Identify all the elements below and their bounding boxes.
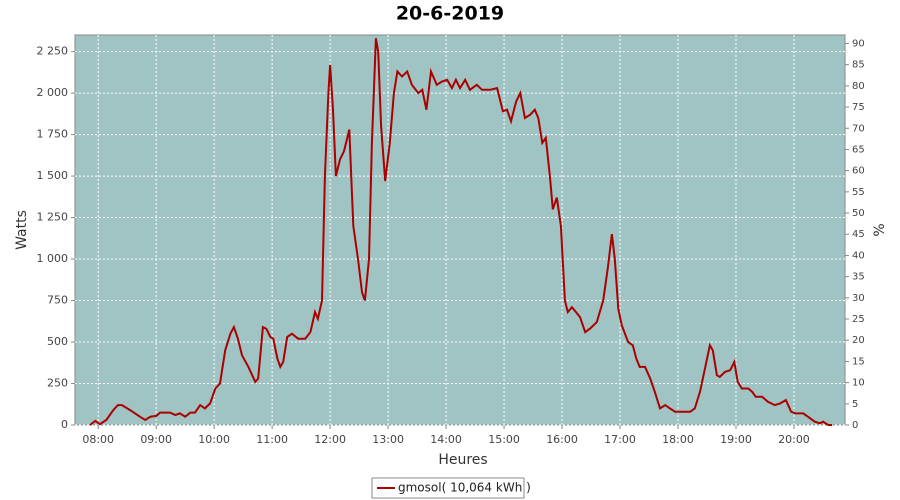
y2-tick-label: 90 bbox=[852, 38, 865, 49]
y-tick-label: 0 bbox=[61, 418, 68, 431]
y2-tick-label: 80 bbox=[852, 81, 865, 92]
x-tick-label: 09:00 bbox=[140, 433, 172, 446]
y2-tick-label: 25 bbox=[852, 314, 865, 325]
y-tick-label: 1 250 bbox=[37, 211, 69, 224]
y2-tick-label: 10 bbox=[852, 378, 865, 389]
y2-tick-label: 70 bbox=[852, 123, 865, 134]
x-tick-label: 13:00 bbox=[372, 433, 404, 446]
chart-title: 20-6-2019 bbox=[396, 3, 504, 25]
x-tick-label: 16:00 bbox=[546, 433, 578, 446]
y2-tick-label: 85 bbox=[852, 60, 865, 71]
y2-tick-label: 40 bbox=[852, 250, 865, 261]
y2-tick-label: 15 bbox=[852, 356, 865, 367]
x-tick-label: 15:00 bbox=[488, 433, 520, 446]
x-tick-label: 10:00 bbox=[198, 433, 230, 446]
y2-axis-title: % bbox=[872, 223, 888, 236]
y2-tick-label: 65 bbox=[852, 144, 865, 155]
y-axis-title: Watts bbox=[14, 210, 30, 250]
plot-area bbox=[74, 34, 846, 426]
y2-tick-label: 75 bbox=[852, 102, 865, 113]
y2-tick-label: 5 bbox=[852, 399, 858, 410]
y-tick-label: 250 bbox=[47, 377, 68, 390]
y-tick-label: 2 250 bbox=[37, 45, 69, 58]
y2-tick-label: 45 bbox=[852, 229, 865, 240]
x-axis-title: Heures bbox=[438, 452, 487, 468]
legend-box bbox=[371, 477, 525, 499]
x-tick-label: 18:00 bbox=[662, 433, 694, 446]
y-tick-label: 500 bbox=[47, 335, 68, 348]
data-line bbox=[89, 38, 833, 426]
x-tick-label: 14:00 bbox=[430, 433, 462, 446]
y2-tick-label: 30 bbox=[852, 293, 865, 304]
y-tick-label: 2 000 bbox=[37, 86, 69, 99]
x-tick-label: 11:00 bbox=[256, 433, 288, 446]
y2-tick-label: 20 bbox=[852, 335, 865, 346]
y-tick-label: 1 500 bbox=[37, 169, 69, 182]
y2-tick-label: 35 bbox=[852, 272, 865, 283]
y2-tick-label: 60 bbox=[852, 166, 865, 177]
y-tick-label: 750 bbox=[47, 294, 68, 307]
y2-tick-label: 0 bbox=[852, 420, 858, 431]
y-tick-label: 1 750 bbox=[37, 128, 69, 141]
y-tick-label: 1 000 bbox=[37, 252, 69, 265]
x-tick-label: 17:00 bbox=[604, 433, 636, 446]
x-tick-label: 19:00 bbox=[720, 433, 752, 446]
x-tick-label: 08:00 bbox=[82, 433, 114, 446]
legend-label: gmosol( 10,064 kWh ) bbox=[398, 481, 531, 495]
y2-tick-label: 55 bbox=[852, 187, 865, 198]
x-tick-label: 20:00 bbox=[778, 433, 810, 446]
x-tick-label: 12:00 bbox=[314, 433, 346, 446]
y2-tick-label: 50 bbox=[852, 208, 865, 219]
